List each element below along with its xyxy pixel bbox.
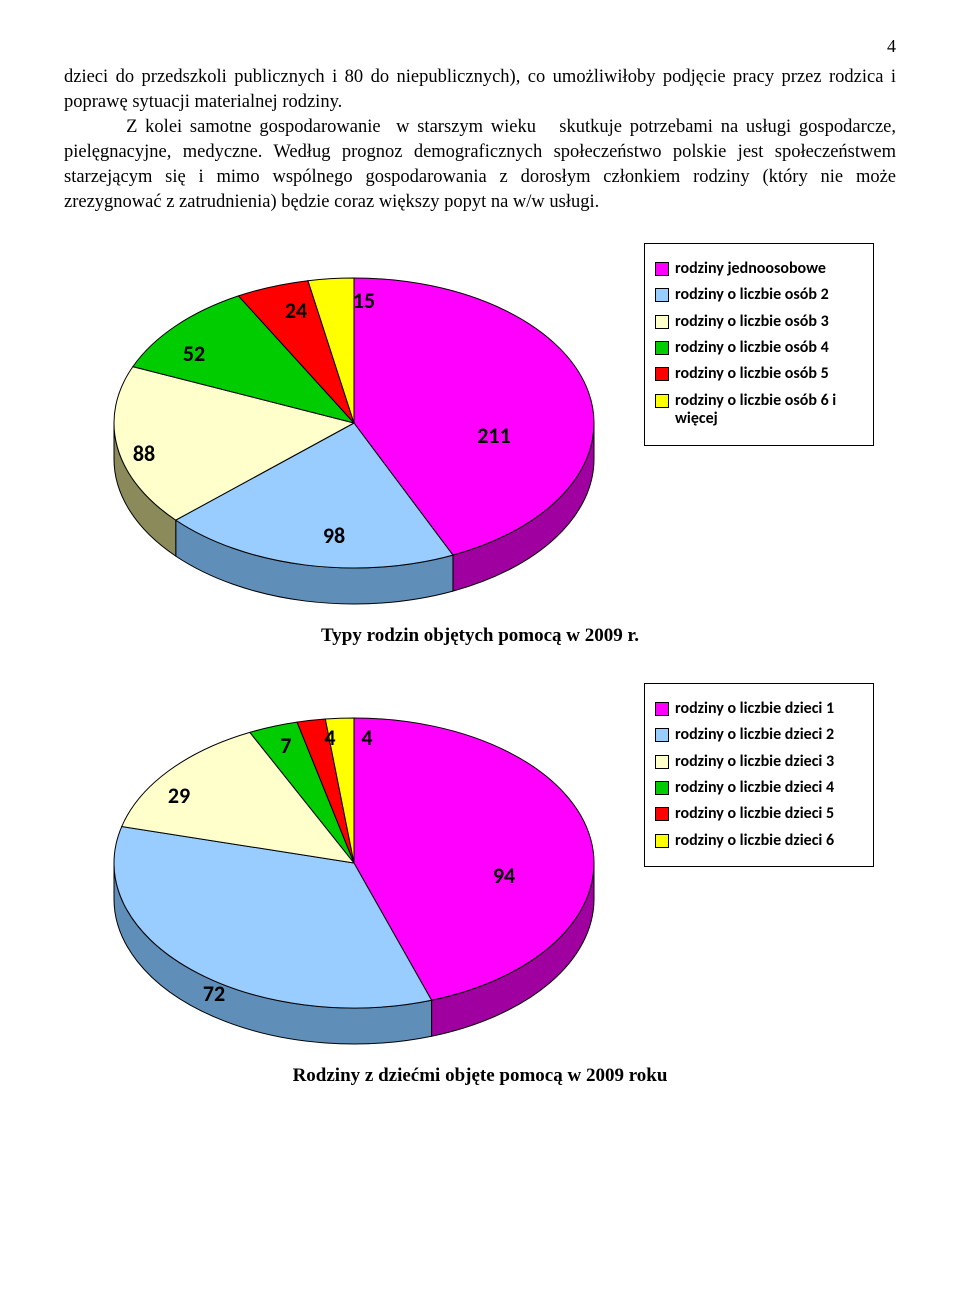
- legend-label: rodziny o liczbie dzieci 4: [675, 779, 834, 797]
- pie-slice-label: 98: [323, 522, 345, 549]
- legend-item: rodziny o liczbie dzieci 6: [655, 832, 863, 850]
- paragraph: dzieci do przedszkoli publicznych i 80 d…: [64, 65, 896, 215]
- chart2-legend: rodziny o liczbie dzieci 1 rodziny o licz…: [644, 683, 874, 867]
- legend-label: rodziny o liczbie osób 4: [675, 339, 829, 357]
- page-number: 4: [64, 36, 896, 57]
- legend-swatch: [655, 262, 669, 276]
- legend-item: rodziny jednoosobowe: [655, 260, 863, 278]
- legend-item: rodziny o liczbie osób 3: [655, 313, 863, 331]
- pie-slice-label: 88: [133, 440, 155, 467]
- pie-slice-label: 72: [203, 980, 225, 1007]
- legend-label: rodziny o liczbie osób 6 i więcej: [675, 392, 863, 429]
- pie-slice-label: 94: [493, 862, 515, 889]
- legend-swatch: [655, 341, 669, 355]
- legend-swatch: [655, 807, 669, 821]
- chart2-pie: 94 72 29 7 44: [64, 683, 644, 1053]
- legend-label: rodziny o liczbie dzieci 2: [675, 726, 834, 744]
- legend-label: rodziny o liczbie dzieci 6: [675, 832, 834, 850]
- legend-label: rodziny o liczbie dzieci 5: [675, 805, 834, 823]
- legend-item: rodziny o liczbie dzieci 4: [655, 779, 863, 797]
- legend-label: rodziny o liczbie osób 2: [675, 286, 829, 304]
- legend-item: rodziny o liczbie osób 6 i więcej: [655, 392, 863, 429]
- legend-swatch: [655, 315, 669, 329]
- legend-swatch: [655, 781, 669, 795]
- legend-swatch: [655, 728, 669, 742]
- legend-item: rodziny o liczbie dzieci 5: [655, 805, 863, 823]
- pie-slice-label: 4: [361, 724, 372, 751]
- legend-swatch: [655, 367, 669, 381]
- chart1-legend: rodziny jednoosobowe rodziny o liczbie o…: [644, 243, 874, 446]
- pie-slice-label: 52: [183, 340, 205, 367]
- legend-label: rodziny o liczbie dzieci 3: [675, 753, 834, 771]
- legend-item: rodziny o liczbie dzieci 3: [655, 753, 863, 771]
- chart1-caption: Typy rodzin objętych pomocą w 2009 r.: [64, 625, 896, 647]
- chart2-caption: Rodziny z dziećmi objęte pomocą w 2009 r…: [64, 1065, 896, 1087]
- legend-label: rodziny o liczbie dzieci 1: [675, 700, 834, 718]
- pie-slice-label: 24: [285, 297, 307, 324]
- pie-slice-label: 29: [168, 782, 190, 809]
- pie-slice-label: 4: [324, 724, 335, 751]
- pie-slice-label: 211: [477, 422, 510, 449]
- legend-label: rodziny o liczbie osób 5: [675, 365, 829, 383]
- chart1-block: 211 98 88 52 24 15 rodziny jednoosobowe rodzi…: [64, 243, 896, 613]
- pie-slice-label: 7: [280, 732, 291, 759]
- legend-swatch: [655, 834, 669, 848]
- legend-label: rodziny jednoosobowe: [675, 260, 826, 278]
- chart1-pie: 211 98 88 52 24 15: [64, 243, 644, 613]
- legend-swatch: [655, 755, 669, 769]
- legend-item: rodziny o liczbie osób 4: [655, 339, 863, 357]
- pie-slice-label: 15: [353, 287, 375, 314]
- legend-item: rodziny o liczbie osób 2: [655, 286, 863, 304]
- legend-item: rodziny o liczbie osób 5: [655, 365, 863, 383]
- legend-item: rodziny o liczbie dzieci 2: [655, 726, 863, 744]
- chart2-block: 947229744 rodziny o liczbie dzieci 1rodz…: [64, 683, 896, 1053]
- legend-item: rodziny o liczbie dzieci 1: [655, 700, 863, 718]
- legend-swatch: [655, 288, 669, 302]
- legend-swatch: [655, 702, 669, 716]
- legend-swatch: [655, 394, 669, 408]
- legend-label: rodziny o liczbie osób 3: [675, 313, 829, 331]
